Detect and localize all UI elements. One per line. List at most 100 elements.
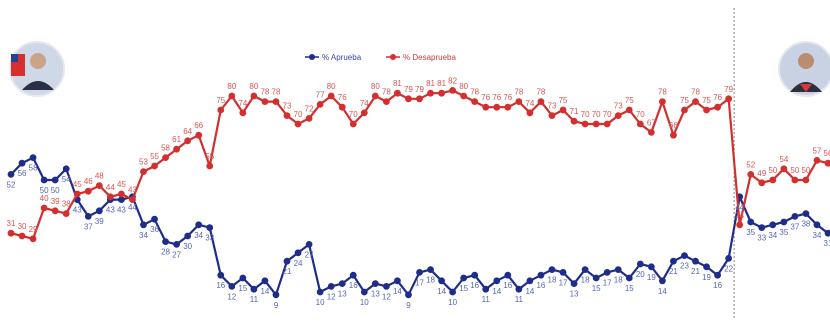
data-label-approve: 44 — [735, 203, 744, 212]
data-label-disapprove: 75 — [625, 96, 634, 105]
data-label-approve: 10 — [360, 298, 369, 307]
data-label-approve: 16 — [349, 281, 358, 290]
data-label-disapprove: 82 — [448, 76, 457, 85]
data-point-approve — [625, 274, 633, 282]
data-point-disapprove — [438, 89, 445, 97]
legend-label-approve: % Aprueba — [322, 53, 362, 62]
data-point-disapprove — [18, 232, 26, 240]
data-point-disapprove — [382, 98, 390, 105]
data-point-approve — [316, 288, 324, 296]
data-point-disapprove — [493, 103, 501, 111]
data-point-disapprove — [747, 171, 755, 178]
data-label-approve: 18 — [548, 276, 557, 285]
data-label-approve: 16 — [713, 281, 722, 290]
data-label-approve: 23 — [680, 262, 689, 271]
data-label-approve: 27 — [172, 250, 181, 259]
data-point-disapprove — [460, 92, 468, 100]
data-point-disapprove — [504, 103, 512, 111]
data-label-disapprove: 76 — [338, 93, 347, 102]
data-point-disapprove — [603, 120, 611, 128]
data-point-approve — [482, 285, 490, 293]
data-label-approve: 38 — [801, 220, 810, 229]
data-label-disapprove: 78 — [470, 88, 479, 97]
data-point-disapprove — [471, 98, 479, 105]
data-point-approve — [217, 271, 225, 279]
data-point-approve — [261, 277, 269, 285]
data-point-disapprove — [736, 221, 744, 229]
data-point-approve — [438, 277, 445, 285]
data-point-disapprove — [526, 109, 534, 117]
data-label-disapprove: 80 — [227, 82, 236, 91]
data-point-approve — [515, 285, 523, 293]
series-approve — [7, 154, 830, 299]
data-label-disapprove: 80 — [371, 82, 380, 91]
data-label-disapprove: 78 — [536, 88, 545, 97]
data-point-approve — [824, 229, 830, 237]
data-point-disapprove — [548, 112, 556, 119]
data-point-disapprove — [449, 87, 457, 94]
data-label-approve: 11 — [515, 295, 524, 304]
data-label-disapprove: 44 — [106, 183, 115, 192]
data-label-approve: 16 — [536, 281, 545, 290]
data-point-approve — [537, 271, 545, 279]
data-label-approve: 24 — [294, 259, 303, 268]
data-point-disapprove — [129, 196, 136, 204]
data-label-disapprove: 29 — [29, 225, 38, 234]
data-point-approve — [647, 263, 655, 271]
data-point-disapprove — [824, 159, 830, 167]
data-label-approve: 33 — [757, 234, 766, 243]
legend-label-disapprove: % Desaprueba — [403, 53, 456, 62]
data-point-approve — [272, 291, 280, 299]
data-point-disapprove — [62, 210, 70, 218]
data-label-disapprove: 50 — [790, 166, 799, 175]
data-label-disapprove: 76 — [481, 93, 490, 102]
legend-item-approve: % Aprueba — [305, 53, 362, 62]
data-label-disapprove: 31 — [7, 219, 16, 228]
avatar-left-icon — [9, 41, 65, 97]
data-point-approve — [559, 269, 567, 276]
data-point-disapprove — [570, 117, 578, 125]
data-label-approve: 17 — [415, 278, 424, 287]
data-label-disapprove: 70 — [592, 110, 601, 119]
data-label-approve: 15 — [459, 284, 468, 293]
data-point-disapprove — [305, 115, 313, 122]
data-label-approve: 10 — [316, 298, 325, 307]
data-point-approve — [636, 260, 644, 268]
data-label-disapprove: 70 — [349, 110, 358, 119]
data-label-approve: 37 — [84, 222, 93, 231]
data-label-disapprove: 58 — [161, 144, 170, 153]
data-label-approve: 35 — [746, 228, 755, 237]
data-label-disapprove: 55 — [205, 152, 214, 161]
data-point-disapprove — [714, 103, 721, 111]
data-label-disapprove: 74 — [525, 99, 534, 108]
data-label-disapprove: 66 — [194, 121, 203, 130]
data-label-disapprove: 49 — [757, 169, 766, 178]
series-disapprove — [7, 87, 830, 243]
data-label-approve: 34 — [139, 231, 148, 240]
data-label-disapprove: 46 — [84, 177, 93, 186]
data-label-disapprove: 30 — [18, 222, 27, 231]
data-label-approve: 15 — [625, 284, 634, 293]
data-point-approve — [18, 159, 26, 167]
data-point-approve — [95, 207, 103, 215]
data-label-disapprove: 77 — [316, 90, 325, 99]
data-label-approve: 13 — [371, 290, 380, 299]
data-label-approve: 14 — [658, 287, 667, 296]
data-label-disapprove: 67 — [647, 118, 656, 127]
data-label-disapprove: 75 — [216, 96, 225, 105]
data-point-approve — [371, 280, 379, 287]
data-point-approve — [471, 271, 479, 279]
data-point-disapprove — [625, 106, 633, 114]
data-label-disapprove: 43 — [128, 186, 137, 195]
data-label-disapprove: 45 — [117, 180, 126, 189]
data-label-approve: 10 — [448, 298, 457, 307]
data-point-approve — [118, 196, 125, 204]
data-point-approve — [670, 257, 677, 265]
data-label-disapprove: 50 — [801, 166, 810, 175]
data-label-disapprove: 78 — [691, 88, 700, 97]
series-layer — [7, 87, 830, 299]
data-point-approve — [195, 221, 203, 229]
data-label-approve: 56 — [18, 169, 27, 178]
data-label-approve: 14 — [525, 287, 534, 296]
